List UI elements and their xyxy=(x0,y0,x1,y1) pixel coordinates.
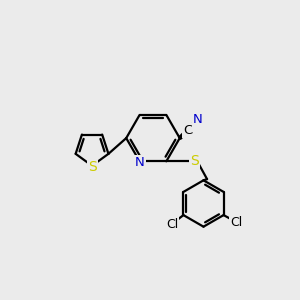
Text: Cl: Cl xyxy=(166,218,178,230)
Text: S: S xyxy=(88,160,96,174)
Text: S: S xyxy=(190,154,199,168)
Text: N: N xyxy=(193,113,203,127)
Text: C: C xyxy=(183,124,192,136)
Text: N: N xyxy=(135,156,145,169)
Text: Cl: Cl xyxy=(230,216,242,229)
